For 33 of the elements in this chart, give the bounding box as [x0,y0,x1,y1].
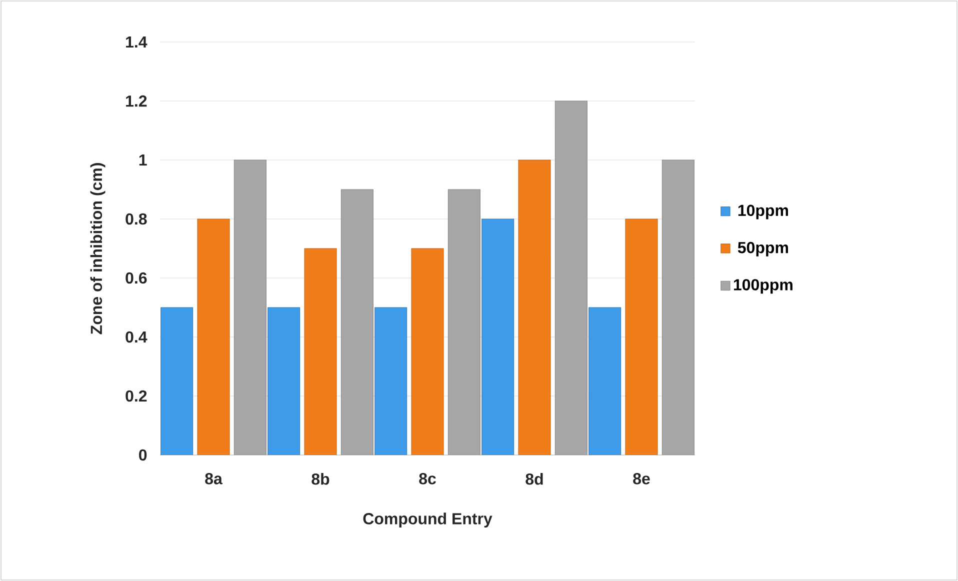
bar [448,189,480,455]
bar [518,160,551,455]
y-tick-label: 0.2 [126,390,147,402]
bar [411,248,444,455]
bar [160,307,194,455]
y-tick-label: 0 [139,449,147,461]
y-tick-label: 0.8 [126,213,147,225]
bar [197,218,230,455]
bar [554,100,588,455]
x-tick-label: 8c [419,473,436,484]
bar [304,248,337,455]
legend-label: 10ppm [738,204,788,220]
x-tick-label: 8e [633,473,650,484]
y-tick-label: 0.4 [126,331,148,343]
bar [625,218,658,455]
bar [268,307,300,455]
bar [340,189,374,455]
y-axis-title: Zone of inhibition (cm) [90,163,106,334]
x-tick-label: 8b [312,473,330,485]
x-tick-label: 8d [526,473,543,485]
bar [234,160,266,455]
y-tick-label: 0.6 [126,272,147,284]
bar [662,160,694,455]
y-tick-label: 1 [139,154,147,166]
y-tick-label: 1.4 [126,36,148,48]
bar [482,218,514,455]
legend-label: 100ppm [734,279,792,294]
y-tick-label: 1.2 [126,95,147,107]
bar [588,307,622,455]
bar [374,307,408,455]
legend-label: 50ppm [738,242,788,256]
x-axis-title: Compound Entry [363,512,492,528]
x-tick-label: 8a [205,473,222,484]
